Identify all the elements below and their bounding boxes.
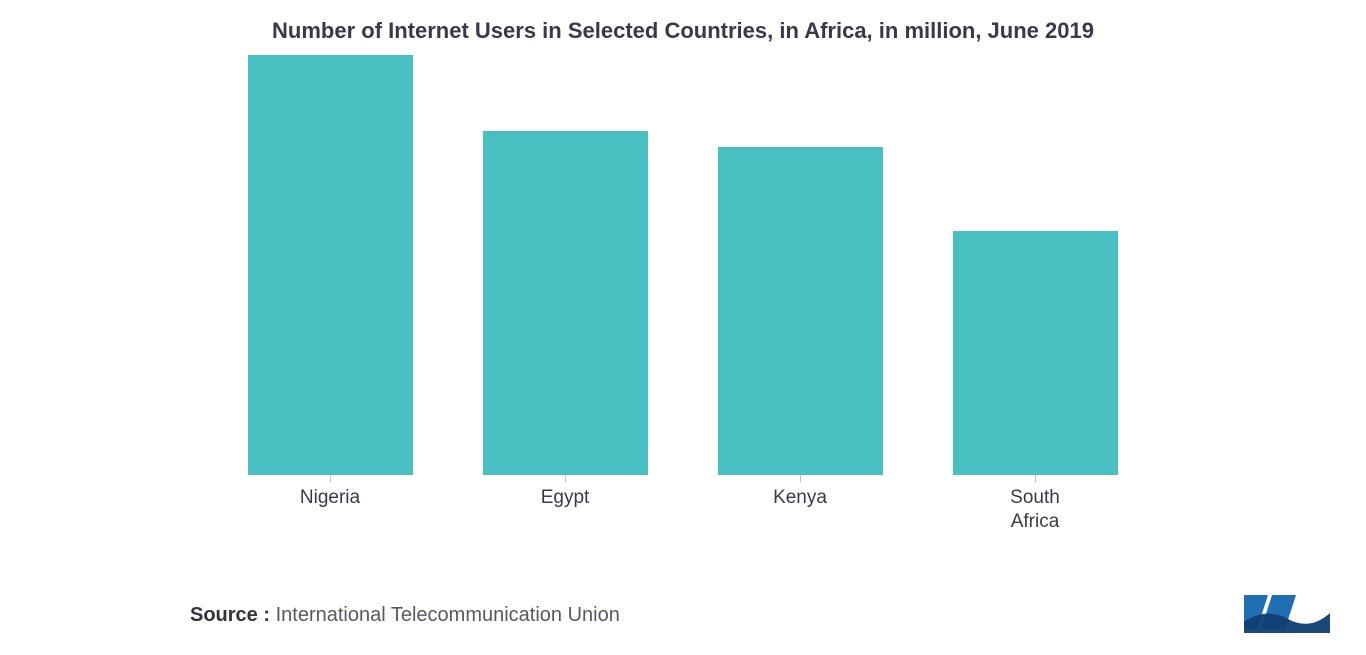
x-tick — [330, 475, 331, 482]
x-tick — [1035, 475, 1036, 482]
bar — [718, 147, 883, 475]
source-text: International Telecommunication Union — [270, 604, 620, 626]
bar — [483, 131, 648, 475]
chart-plot-area — [190, 55, 1180, 475]
x-label: Egypt — [485, 486, 645, 510]
x-tick — [565, 475, 566, 482]
x-label: SouthAfrica — [955, 486, 1115, 534]
x-tick — [800, 475, 801, 482]
x-axis-labels: Nigeria Egypt Kenya SouthAfrica — [190, 482, 1180, 532]
bar — [248, 55, 413, 475]
x-label: Nigeria — [250, 486, 410, 510]
brand-logo-icon — [1244, 589, 1332, 633]
source-line: Source : International Telecommunication… — [190, 604, 620, 627]
bar — [953, 231, 1118, 475]
source-label: Source : — [190, 604, 270, 626]
x-label: Kenya — [720, 486, 880, 510]
chart-title: Number of Internet Users in Selected Cou… — [0, 0, 1366, 44]
